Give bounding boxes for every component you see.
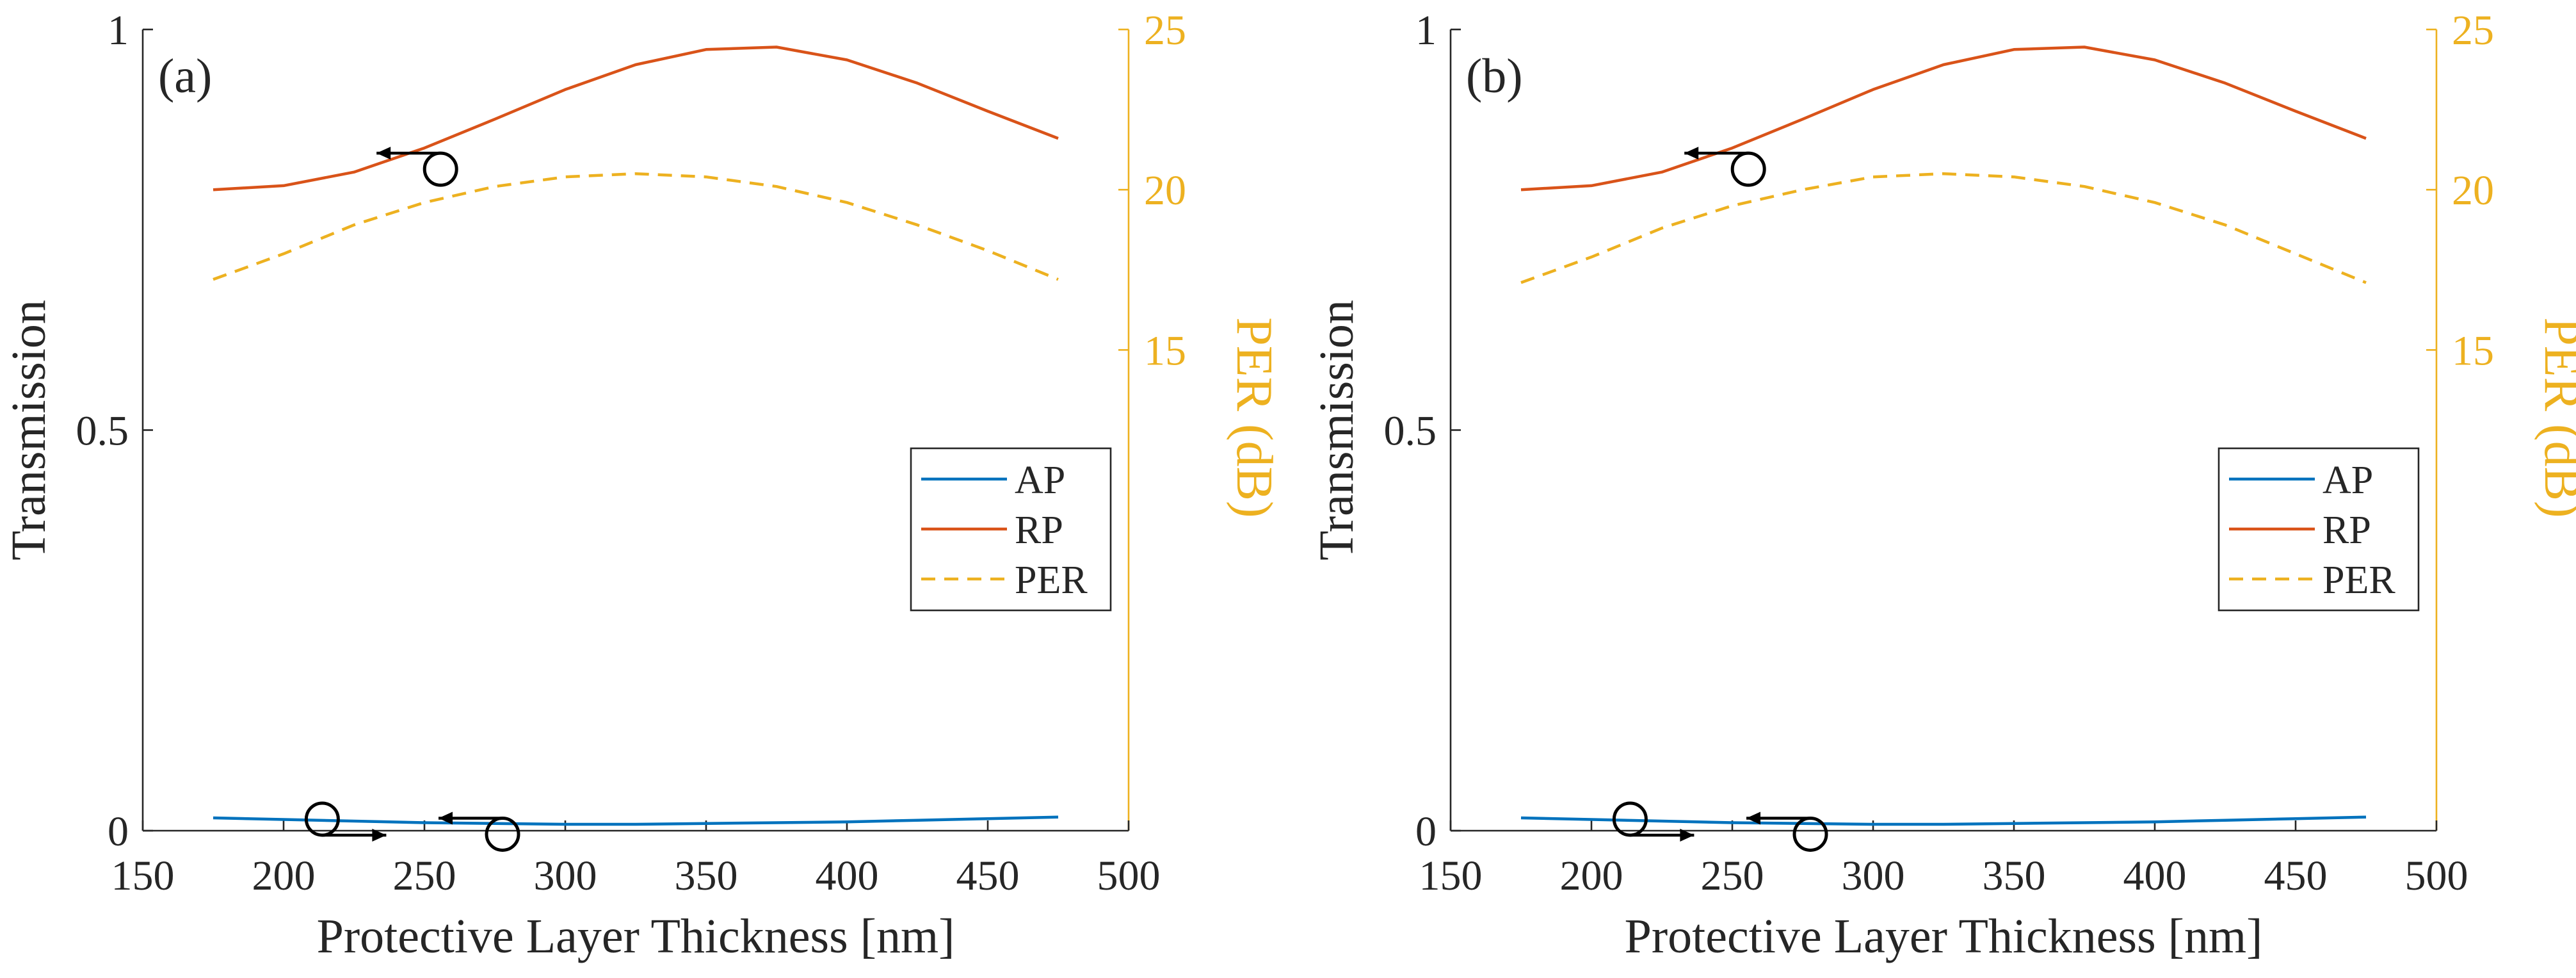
- series-line-per: [1520, 172, 2367, 284]
- x-tick-label: 150: [1419, 852, 1483, 899]
- x-tick-label: 150: [111, 852, 175, 899]
- annotation-arrowhead-rp: [376, 147, 391, 160]
- annotation-arrowhead-ap: [1746, 811, 1760, 825]
- annotation-arrowhead-per: [372, 828, 387, 842]
- panel-label: (a): [158, 49, 212, 103]
- legend-label-ap: AP: [1015, 459, 1065, 502]
- panel-label: (b): [1466, 49, 1523, 103]
- x-tick-label: 400: [2123, 852, 2187, 899]
- panel-b: 150 200 250 300 350 400 450 500 0 0.5 1 15 20 25 Prote…: [1310, 7, 2576, 963]
- x-tick-label: 450: [956, 852, 1020, 899]
- x-axis-title: Protective Layer Thickness [nm]: [317, 909, 955, 963]
- series-line-rp: [213, 45, 1059, 192]
- x-tick-label: 500: [2405, 852, 2468, 899]
- legend-label-per: PER: [2322, 558, 2395, 602]
- legend-label-ap: AP: [2322, 459, 2373, 502]
- y-right-tick-label: 25: [2452, 7, 2494, 54]
- y-axis-title: Transmission: [2, 300, 56, 560]
- x-tick-label: 250: [393, 852, 456, 899]
- x-tick-label: 200: [1560, 852, 1623, 899]
- series-line-rp: [1520, 45, 2367, 192]
- y-right-tick-label: 15: [1144, 327, 1186, 374]
- y-tick-label: 0.5: [1384, 408, 1437, 455]
- x-tick-label: 400: [816, 852, 879, 899]
- panel-a: 150 200 250 300 350 400 450 500 0 0.5 1 15 20 25 Prote…: [2, 7, 1282, 963]
- y-axis-title: Transmission: [1310, 300, 1364, 560]
- y-tick-label: 1: [108, 7, 129, 54]
- annotation-arrowhead-ap: [439, 811, 453, 825]
- legend-label-rp: RP: [2322, 509, 2371, 552]
- x-tick-label: 200: [252, 852, 316, 899]
- y-right-tick-label: 25: [1144, 7, 1186, 54]
- legend-label-rp: RP: [1015, 509, 1063, 552]
- annotation-arrowhead-per: [1680, 828, 1695, 842]
- x-tick-label: 350: [1983, 852, 2046, 899]
- y-right-tick-label: 15: [2452, 327, 2494, 374]
- y-right-tick-label: 20: [1144, 167, 1186, 214]
- legend-label-per: PER: [1015, 558, 1088, 602]
- y-tick-label: 1: [1415, 7, 1437, 54]
- y-right-axis-title: PER (dB): [1226, 317, 1282, 518]
- x-tick-label: 300: [1842, 852, 1905, 899]
- y-tick-label: 0.5: [76, 408, 129, 455]
- x-axis-title: Protective Layer Thickness [nm]: [1625, 909, 2263, 963]
- series-line-ap: [213, 815, 1059, 826]
- y-tick-label: 0: [1415, 808, 1437, 855]
- x-tick-label: 500: [1097, 852, 1161, 899]
- annotation-arrowhead-rp: [1684, 147, 1699, 160]
- x-tick-label: 350: [675, 852, 738, 899]
- series-line-per: [213, 172, 1059, 281]
- y-right-axis-title: PER (dB): [2534, 317, 2576, 518]
- annotation-circle-per: [1612, 801, 1648, 837]
- y-right-tick-label: 20: [2452, 167, 2494, 214]
- legend-box: [2218, 447, 2420, 612]
- series-line-ap: [1520, 815, 2367, 826]
- x-tick-label: 450: [2264, 852, 2328, 899]
- x-tick-label: 250: [1701, 852, 1764, 899]
- x-tick-label: 300: [534, 852, 597, 899]
- y-tick-label: 0: [108, 808, 129, 855]
